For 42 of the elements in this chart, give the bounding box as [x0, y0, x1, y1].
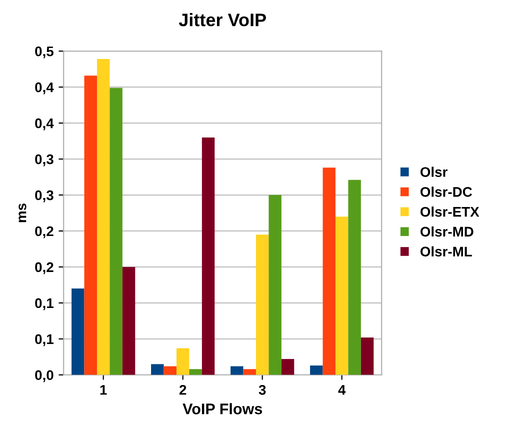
bar: [310, 366, 323, 375]
x-tick-label: 2: [179, 384, 186, 395]
y-tick-label: 0,2: [35, 226, 54, 238]
chart-title: Jitter VoIP: [178, 13, 266, 26]
bar: [281, 359, 294, 375]
bar: [348, 180, 361, 375]
bar: [110, 88, 122, 375]
y-tick-label: 0,0: [35, 370, 54, 382]
y-tick-label: 0,5: [35, 46, 54, 58]
bar: [72, 288, 84, 375]
bar: [84, 76, 97, 375]
legend-label: Olsr-ML: [420, 246, 472, 257]
legend-label: Olsr-ETX: [420, 206, 480, 217]
x-axis-title: VoIP Flows: [182, 403, 262, 414]
bar: [360, 337, 374, 375]
y-axis-title: ms: [18, 204, 26, 222]
bar: [268, 195, 282, 375]
y-tick-label: 0,3: [35, 154, 54, 166]
bar: [122, 266, 136, 375]
bar: [164, 366, 176, 375]
y-tick-label: 0,1: [35, 334, 54, 346]
x-tick-label: 4: [338, 385, 346, 395]
y-tick-label: 0,1: [35, 298, 54, 310]
bar: [202, 137, 215, 375]
bar: [322, 168, 336, 375]
y-tick-label: 0,4: [35, 118, 54, 130]
y-tick-label: 0,4: [35, 82, 54, 94]
bar: [151, 364, 164, 375]
bar: [189, 369, 202, 375]
bar: [243, 369, 256, 375]
legend-label: Olsr: [420, 166, 448, 177]
y-tick-label: 0,2: [35, 262, 54, 274]
legend-label: Olsr-DC: [420, 186, 472, 197]
bar: [176, 348, 190, 375]
legend-label: Olsr-MD: [420, 226, 474, 237]
bar: [256, 234, 269, 375]
x-tick-label: 1: [100, 385, 107, 395]
bar: [230, 366, 244, 375]
y-tick-label: 0,3: [35, 190, 54, 202]
x-tick-label: 3: [258, 384, 266, 395]
bar: [335, 216, 348, 375]
bar: [96, 59, 110, 375]
